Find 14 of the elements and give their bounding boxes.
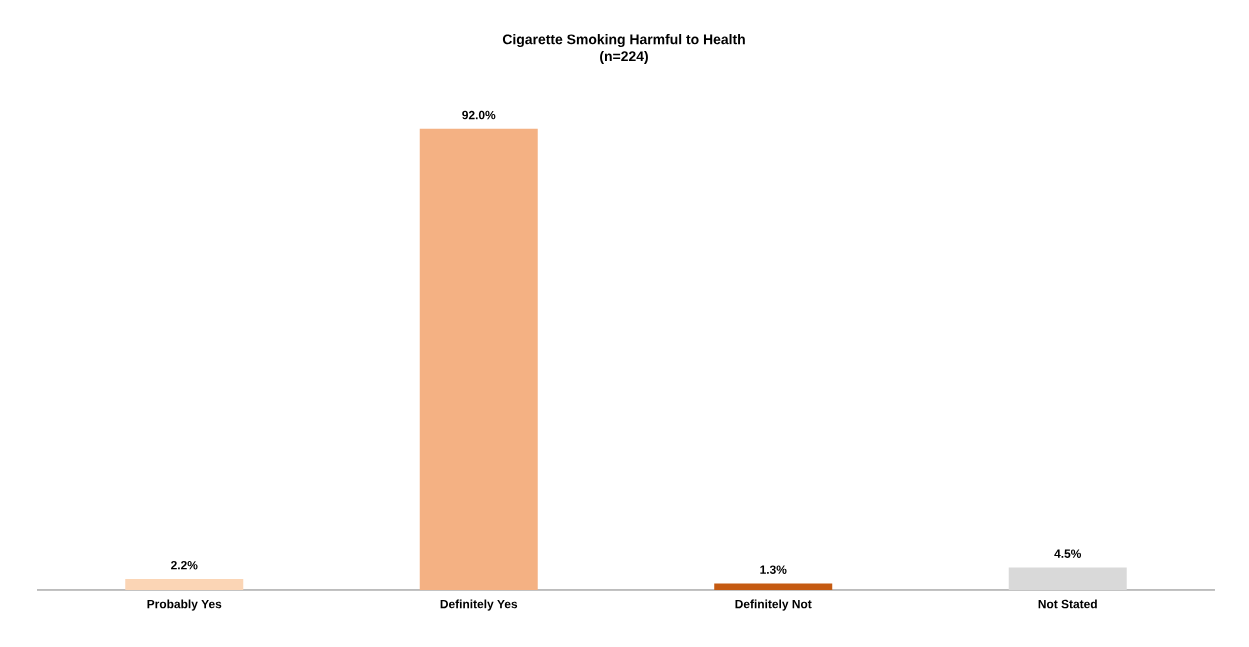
x-tick-label: Definitely Yes — [440, 599, 518, 611]
data-label: 1.3% — [760, 565, 787, 574]
data-label: 2.2% — [171, 561, 198, 570]
chart-title: Cigarette Smoking Harmful to Health — [502, 34, 745, 48]
chart-subtitle: (n=224) — [600, 50, 648, 64]
bar — [125, 578, 244, 590]
x-tick-label: Not Stated — [1038, 599, 1097, 609]
x-tick-label: Probably Yes — [147, 599, 222, 611]
x-tick-label: Definitely Not — [735, 599, 812, 611]
data-label: 4.5% — [1054, 549, 1082, 558]
data-label: 92.0% — [462, 110, 496, 120]
bar — [714, 583, 833, 590]
bar — [419, 128, 538, 590]
bar — [1008, 567, 1127, 590]
